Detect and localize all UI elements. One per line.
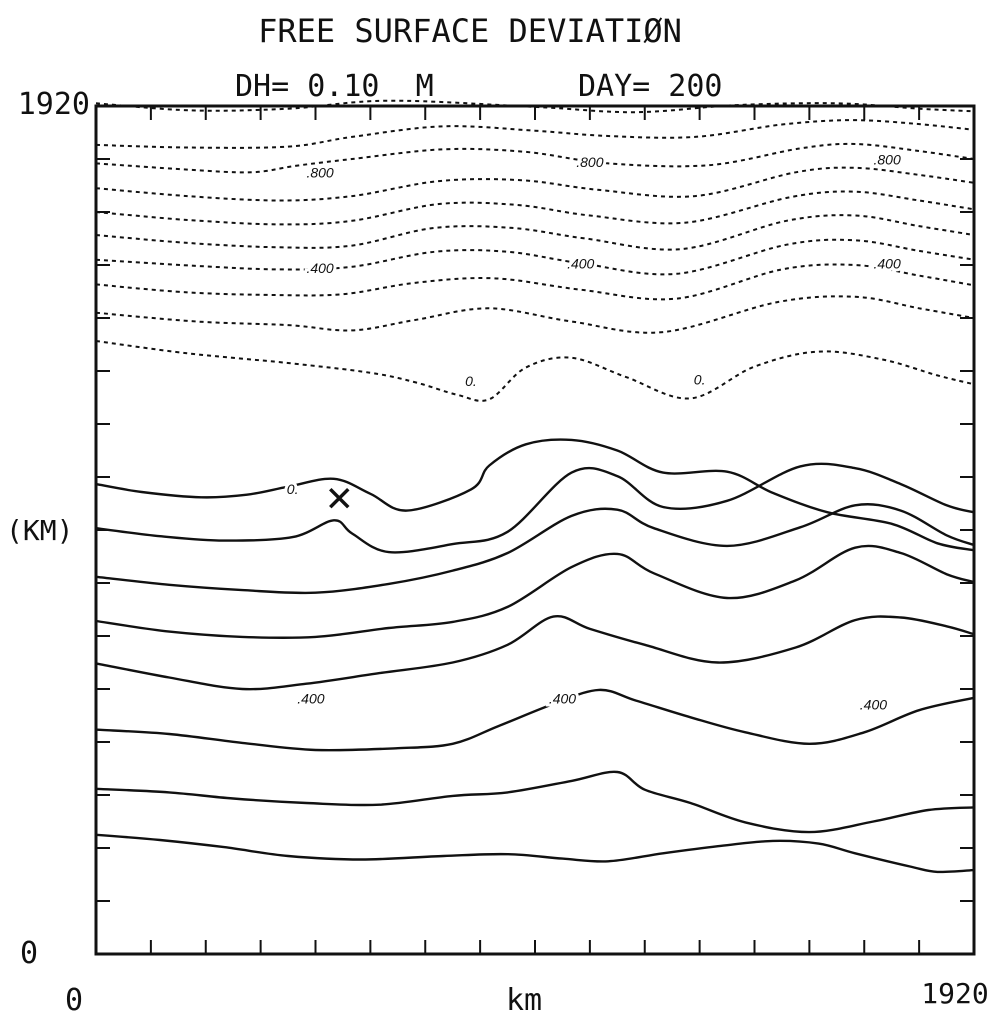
axis-ticks: [96, 106, 974, 954]
x-tick-right: 1920: [921, 977, 988, 1010]
y-tick-top: 1920: [18, 87, 90, 122]
contour-line-9: [95, 340, 975, 402]
contour-label-2: .800: [873, 151, 900, 167]
subtitle-day: DAY= 200: [578, 69, 723, 104]
plot-frame: [94, 104, 976, 956]
contour-label-11: .400: [860, 696, 887, 712]
contour-label-4: .400: [567, 256, 594, 272]
contour-label-10: .400: [549, 690, 576, 706]
contour-line-17: [95, 833, 975, 874]
contour-line-4: [95, 190, 975, 226]
contour-label-8: 0.: [694, 371, 706, 387]
x-tick-left: 0: [65, 983, 83, 1018]
contour-label-7: 0.: [465, 373, 477, 389]
contour-line-15: [95, 688, 975, 752]
contour-line-8: [95, 295, 975, 334]
contour-label-6: 0.: [287, 481, 299, 497]
contour-labels: .800 .800 .800 .400 .400 .400 0. 0. 0. .400 .400 .4…: [284, 148, 904, 715]
contour-line-5: [95, 214, 975, 251]
contour-label-0: .800: [306, 165, 333, 181]
contour-line-10: [95, 438, 975, 552]
contour-lines: [95, 99, 975, 874]
contour-line-11: [95, 462, 975, 554]
y-axis-label: (KM): [6, 514, 73, 547]
marker-x-glyph: [329, 487, 350, 509]
contour-line-2: [95, 142, 975, 174]
marker-x: [329, 487, 350, 509]
chart-title: FREE SURFACE DEVIATIØN: [258, 12, 682, 50]
contour-line-1: [95, 119, 975, 149]
contour-line-6: [95, 238, 975, 276]
contour-line-16: [95, 770, 975, 834]
contour-line-7: [95, 263, 975, 301]
y-tick-bottom: 0: [20, 936, 38, 971]
contour-line-14: [95, 614, 975, 691]
contour-line-12: [95, 503, 975, 595]
contour-label-1: .800: [576, 154, 603, 170]
contour-label-3: .400: [306, 260, 333, 276]
contour-line-0: [95, 99, 975, 114]
x-axis-label: km: [506, 983, 542, 1018]
contour-label-5: .400: [873, 256, 900, 272]
contour-label-9: .400: [297, 690, 324, 706]
contour-line-13: [95, 544, 975, 640]
subtitle-dh: DH= 0.10 M: [235, 69, 434, 104]
